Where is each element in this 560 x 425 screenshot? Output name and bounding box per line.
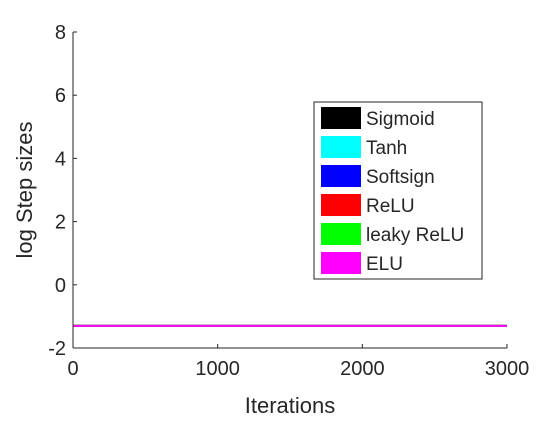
legend-swatch <box>321 107 361 129</box>
legend: Sigmoid Tanh Softsign ReLU leaky ReLU ELU <box>313 101 483 280</box>
legend-swatch <box>321 194 361 216</box>
legend-label: ReLU <box>366 196 415 217</box>
x-axis-label: Iterations <box>245 393 336 418</box>
axes-layer <box>72 32 507 349</box>
y-tick-label: 6 <box>55 85 66 107</box>
legend-label: Sigmoid <box>366 109 435 130</box>
x-tick-label: 3000 <box>485 358 530 380</box>
legend-box <box>313 101 483 280</box>
legend-label: Softsign <box>366 167 435 188</box>
x-tick-label: 0 <box>67 358 78 380</box>
y-tick-label: 2 <box>55 212 66 234</box>
legend-label: ELU <box>366 254 403 275</box>
y-tick-label: 4 <box>55 148 66 170</box>
legend-swatch <box>321 252 361 274</box>
y-tick-label: -2 <box>48 338 66 360</box>
legend-label: Tanh <box>366 138 407 159</box>
x-tick-label: 1000 <box>195 358 240 380</box>
x-tick-label: 2000 <box>340 358 385 380</box>
legend-swatch <box>321 165 361 187</box>
legend-swatch <box>321 223 361 245</box>
y-axis-label: log Step sizes <box>12 122 37 259</box>
y-tick-label: 0 <box>55 275 66 297</box>
legend-swatch <box>321 136 361 158</box>
y-tick-label: 8 <box>55 22 66 44</box>
legend-label: leaky ReLU <box>366 225 464 246</box>
